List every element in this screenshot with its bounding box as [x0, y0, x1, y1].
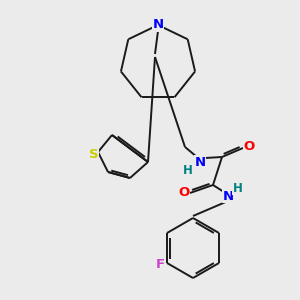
Text: H: H	[233, 182, 243, 194]
Text: N: N	[194, 155, 206, 169]
Text: O: O	[243, 140, 255, 154]
Text: F: F	[155, 259, 165, 272]
Text: S: S	[89, 148, 99, 160]
Text: H: H	[183, 164, 193, 176]
Text: N: N	[152, 19, 164, 32]
Text: O: O	[178, 187, 190, 200]
Text: N: N	[222, 190, 234, 202]
